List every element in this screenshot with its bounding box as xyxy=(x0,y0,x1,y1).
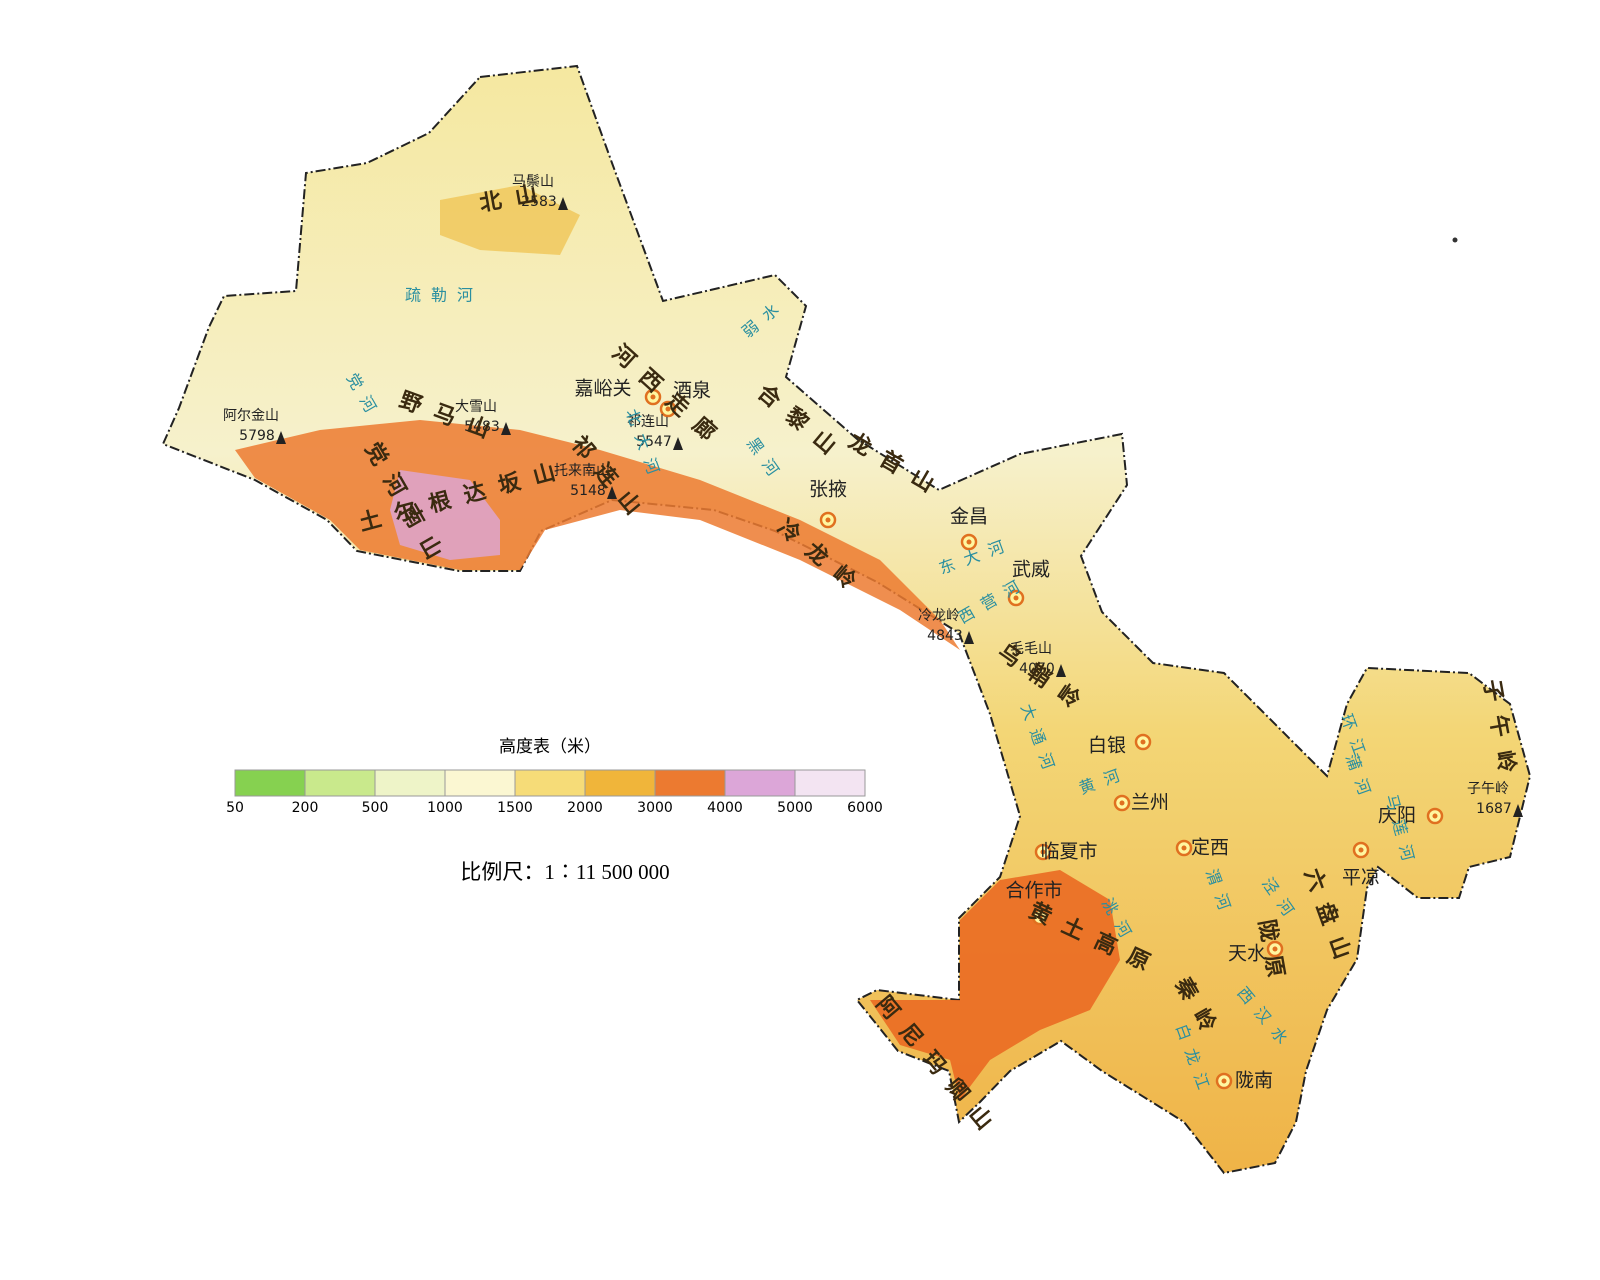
peak-marker xyxy=(276,431,286,444)
peak-name: 阿尔金山 xyxy=(223,408,279,424)
city-dot xyxy=(1040,849,1046,855)
legend-tick: 200 xyxy=(292,800,319,816)
peak-name: 大雪山 xyxy=(455,399,497,415)
legend-title: 高度表（米） xyxy=(499,737,601,757)
legend-swatch xyxy=(444,769,516,797)
plateau-region xyxy=(870,870,1120,1100)
city-dot xyxy=(1140,739,1146,745)
peak-name: 马鬃山 xyxy=(512,174,554,190)
city-label: 庆阳 xyxy=(1378,805,1416,827)
legend-tick: 5000 xyxy=(777,800,813,816)
scale-text: 比例尺：1∶11 500 000 xyxy=(460,860,669,884)
legend: 高度表（米） 50 200 500 1000 1500 2000 3000 4000 5000 6… xyxy=(226,737,883,816)
legend-swatch xyxy=(234,769,306,797)
city-label: 兰州 xyxy=(1131,792,1169,814)
peak-marker xyxy=(501,422,511,435)
city-label: 金昌 xyxy=(950,506,988,528)
city-label: 白银 xyxy=(1088,735,1126,757)
legend-tick: 4000 xyxy=(707,800,743,816)
city-label: 临夏市 xyxy=(1040,841,1097,863)
high-peak-region xyxy=(390,470,500,560)
peak-name: 托来南山 xyxy=(554,463,610,479)
peak-marker xyxy=(558,197,568,210)
peak-elevation: 4070 xyxy=(1019,661,1055,677)
province-outline xyxy=(161,64,1532,1175)
peak-elevation: 5798 xyxy=(239,428,275,444)
legend-swatch xyxy=(654,769,726,797)
city-dot xyxy=(1037,914,1043,920)
peak-elevation: 1687 xyxy=(1476,801,1512,817)
peak-marker xyxy=(1056,664,1066,677)
city-dot xyxy=(650,394,656,400)
desert-basin xyxy=(440,185,580,255)
city-label: 平凉 xyxy=(1342,867,1380,889)
city-dot xyxy=(1432,813,1438,819)
peak-marker xyxy=(673,437,683,450)
city-dot xyxy=(665,406,671,412)
dot xyxy=(1452,237,1458,243)
peak-elevation: 5483 xyxy=(464,419,500,435)
city-label: 嘉峪关 xyxy=(574,378,631,400)
city-label: 张掖 xyxy=(809,479,847,501)
city-dot xyxy=(966,539,972,545)
legend-tick: 50 xyxy=(226,800,244,816)
city-dot xyxy=(1119,800,1125,806)
city-label: 陇南 xyxy=(1235,1070,1273,1092)
legend-swatch xyxy=(304,769,376,797)
legend-swatch xyxy=(374,769,446,797)
peak-marker xyxy=(964,631,974,644)
peak-elevation: 4843 xyxy=(927,628,963,644)
city-dot xyxy=(1013,595,1019,601)
peak-name: 冷龙岭 xyxy=(918,608,960,624)
city-dot xyxy=(1181,845,1187,851)
legend-swatch xyxy=(514,769,586,797)
peak-name: 毛毛山 xyxy=(1010,641,1052,657)
city-dot xyxy=(1358,847,1364,853)
city-dot xyxy=(1272,946,1278,952)
legend-tick: 6000 xyxy=(847,800,883,816)
city-label: 合作市 xyxy=(1005,880,1062,902)
peak-name: 子午岭 xyxy=(1467,781,1509,797)
legend-tick: 2000 xyxy=(567,800,603,816)
city-dot xyxy=(1221,1078,1227,1084)
legend-tick: 1000 xyxy=(427,800,463,816)
legend-tick: 1500 xyxy=(497,800,533,816)
legend-swatch xyxy=(584,769,656,797)
city-label: 武威 xyxy=(1012,559,1050,581)
peak-elevation: 5148 xyxy=(570,483,606,499)
peak-elevation: 5547 xyxy=(636,434,672,450)
legend-swatch xyxy=(724,769,796,797)
peak-marker xyxy=(607,486,617,499)
peak-name: 祁连山 xyxy=(627,414,669,430)
legend-tick: 3000 xyxy=(637,800,673,816)
legend-tick: 500 xyxy=(362,800,389,816)
city-label: 天水 xyxy=(1228,943,1266,965)
river-label: 疏勒河 xyxy=(405,286,483,305)
peak-elevation: 2583 xyxy=(521,194,557,210)
city-label: 酒泉 xyxy=(673,380,711,402)
legend-swatch xyxy=(794,769,866,797)
city-dot xyxy=(825,517,831,523)
city-label: 定西 xyxy=(1191,837,1229,859)
peak-marker xyxy=(1513,804,1523,817)
